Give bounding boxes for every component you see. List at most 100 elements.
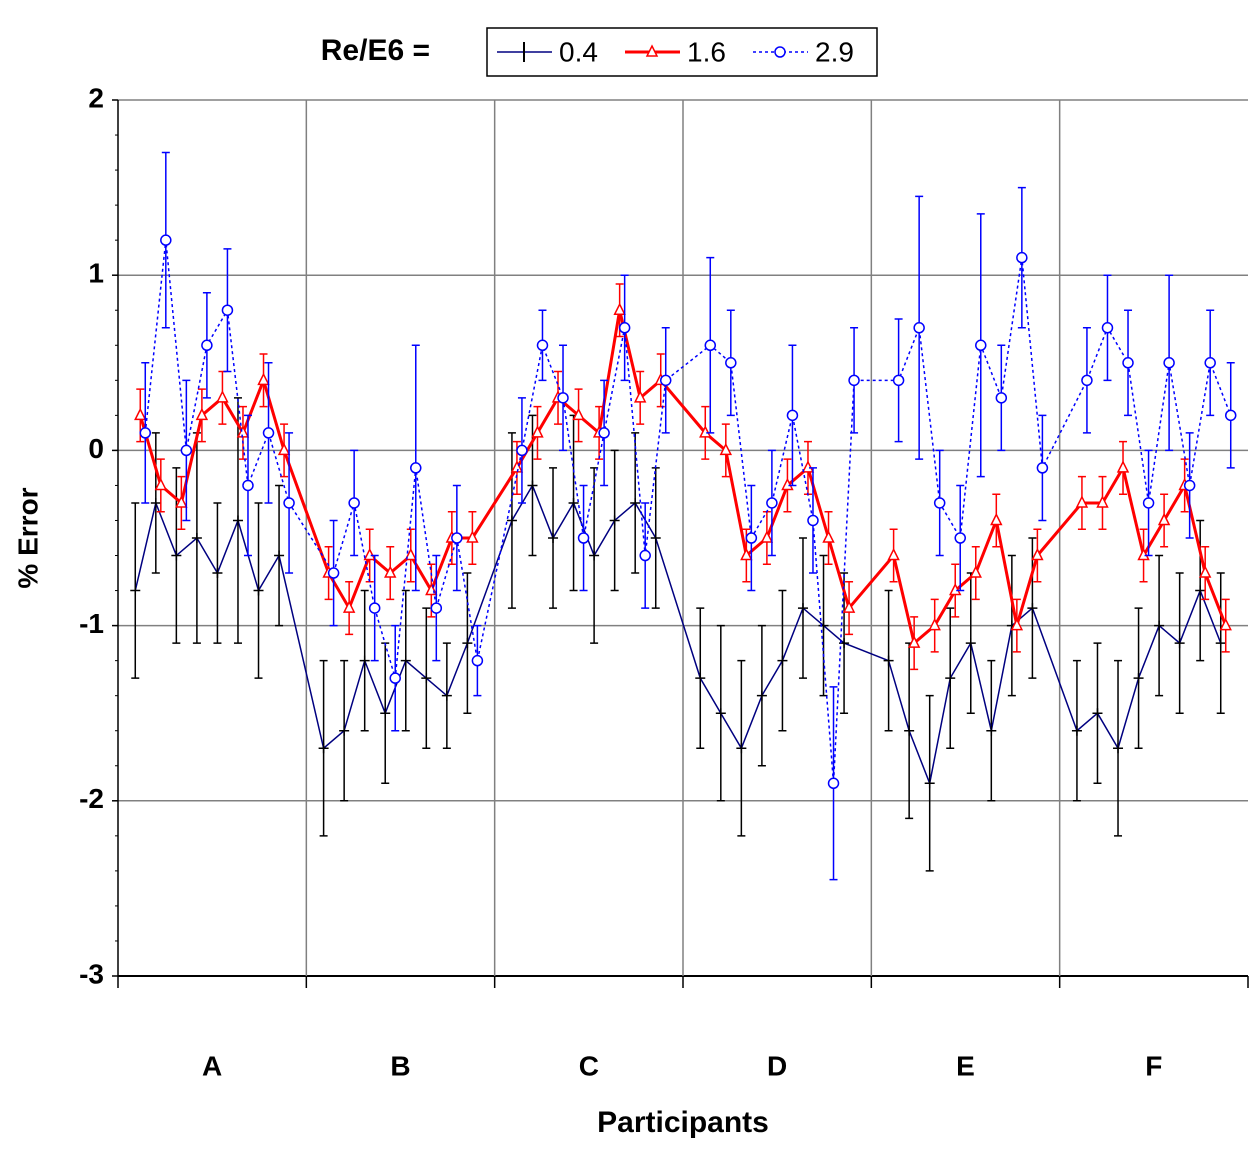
- marker: [883, 655, 894, 666]
- marker: [339, 725, 350, 736]
- marker: [797, 603, 808, 614]
- marker: [842, 600, 856, 613]
- marker: [945, 673, 956, 684]
- series: [130, 397, 1226, 872]
- marker: [904, 725, 915, 736]
- y-tick-label: 0: [88, 433, 104, 464]
- marker: [1016, 251, 1028, 264]
- marker: [995, 392, 1008, 404]
- marker: [949, 582, 962, 596]
- marker: [630, 497, 641, 508]
- marker: [134, 407, 147, 421]
- series: [139, 151, 1237, 881]
- marker: [548, 533, 559, 543]
- marker: [913, 322, 925, 334]
- marker: [990, 512, 1003, 526]
- marker: [740, 547, 753, 561]
- marker: [430, 602, 443, 614]
- marker: [568, 497, 579, 508]
- marker: [359, 655, 370, 666]
- marker: [342, 600, 356, 613]
- legend-marker: [774, 46, 786, 58]
- marker: [139, 427, 152, 439]
- marker: [907, 635, 921, 648]
- marker: [363, 547, 376, 561]
- marker: [1174, 638, 1185, 649]
- marker: [715, 708, 726, 719]
- marker: [760, 530, 774, 543]
- marker: [572, 407, 585, 421]
- marker: [171, 550, 182, 561]
- marker: [318, 743, 329, 754]
- marker: [736, 743, 747, 754]
- marker: [404, 547, 417, 561]
- marker: [719, 442, 733, 456]
- marker: [807, 514, 819, 527]
- marker: [175, 495, 188, 508]
- marker: [887, 547, 900, 561]
- marker: [212, 568, 223, 579]
- marker: [221, 304, 234, 316]
- marker: [130, 585, 141, 596]
- marker: [1183, 479, 1196, 492]
- marker: [577, 532, 590, 544]
- marker: [400, 655, 411, 666]
- x-tick-label: D: [767, 1050, 787, 1081]
- marker: [695, 673, 706, 684]
- marker: [471, 654, 484, 667]
- marker: [777, 655, 788, 666]
- marker: [421, 673, 432, 684]
- marker: [1137, 547, 1150, 561]
- marker: [410, 462, 422, 474]
- marker: [1010, 617, 1024, 631]
- marker: [975, 339, 987, 352]
- x-tick-label: E: [956, 1050, 975, 1081]
- marker: [527, 480, 538, 491]
- marker: [150, 497, 161, 508]
- marker: [1031, 547, 1044, 561]
- marker: [1219, 617, 1232, 631]
- marker: [384, 565, 397, 578]
- marker: [1157, 512, 1171, 526]
- marker: [1027, 603, 1038, 614]
- series: [134, 283, 1232, 671]
- marker: [745, 532, 758, 544]
- marker: [1215, 638, 1226, 649]
- marker: [232, 515, 243, 526]
- marker: [441, 690, 452, 701]
- marker: [1036, 462, 1049, 474]
- marker: [380, 708, 391, 719]
- marker: [462, 638, 473, 649]
- marker: [924, 778, 935, 789]
- marker: [191, 533, 202, 543]
- marker: [466, 530, 479, 543]
- marker: [283, 497, 295, 509]
- marker: [1113, 743, 1124, 754]
- marker: [242, 479, 254, 492]
- marker: [195, 407, 209, 421]
- marker: [704, 339, 717, 352]
- marker: [1154, 620, 1165, 631]
- marker: [451, 532, 463, 544]
- marker: [201, 339, 213, 352]
- marker: [1116, 460, 1130, 473]
- marker: [180, 444, 193, 457]
- marker: [986, 725, 997, 736]
- marker: [262, 427, 275, 439]
- marker: [786, 409, 799, 422]
- marker: [1163, 357, 1175, 369]
- marker: [892, 374, 905, 387]
- marker: [781, 477, 794, 491]
- marker: [1224, 409, 1237, 422]
- y-axis-label: % Error: [12, 487, 43, 588]
- marker: [327, 567, 340, 579]
- marker: [756, 690, 767, 701]
- marker: [613, 302, 626, 315]
- marker: [1075, 495, 1089, 508]
- y-tick-label: -1: [79, 608, 104, 639]
- legend-title: Re/E6 =: [321, 34, 430, 67]
- marker: [1198, 565, 1212, 578]
- marker: [1071, 725, 1082, 736]
- marker: [965, 638, 976, 649]
